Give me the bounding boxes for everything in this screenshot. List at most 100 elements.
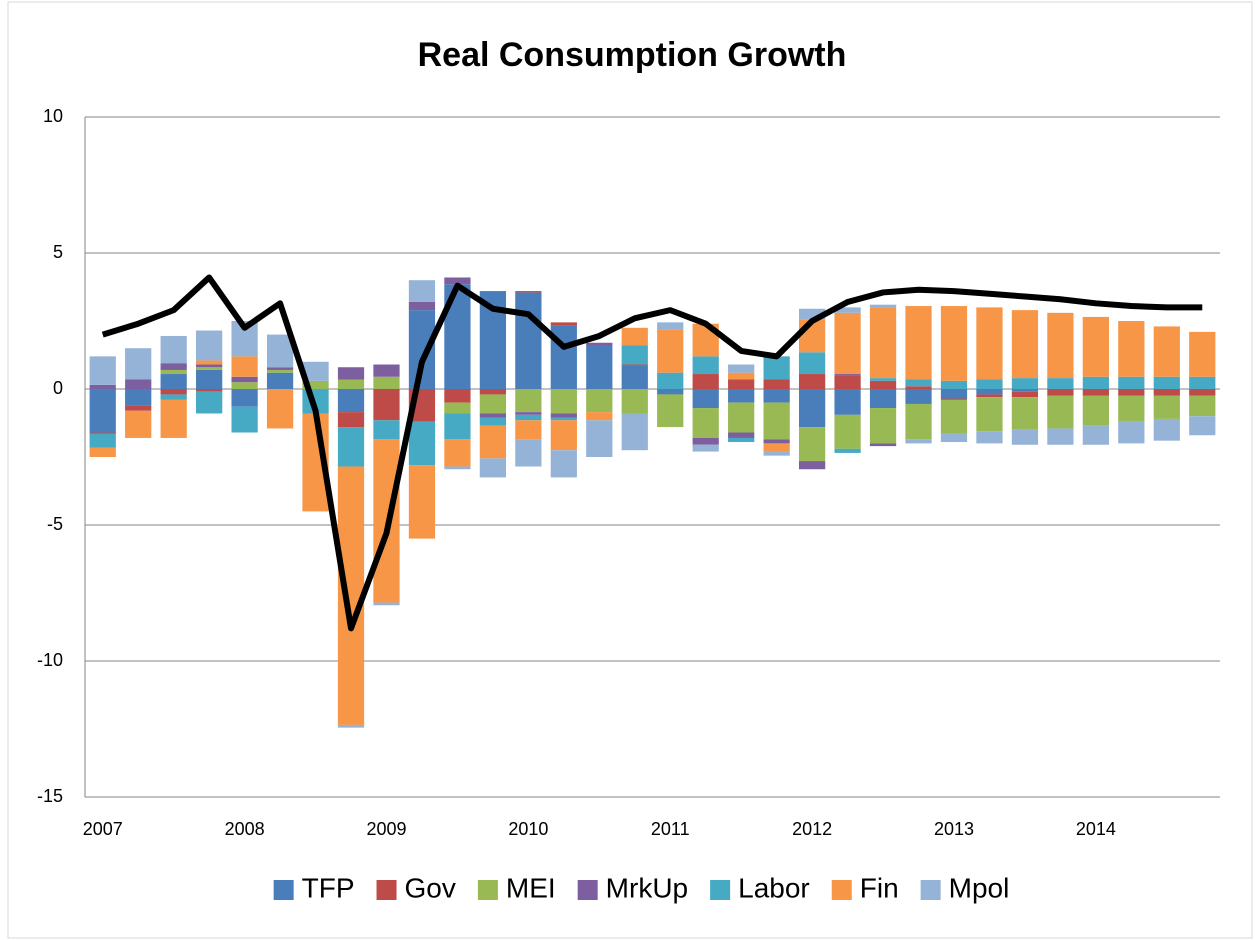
- bar-segment: [976, 307, 1003, 380]
- bar-segment: [763, 356, 790, 380]
- bar-segment: [231, 406, 258, 433]
- y-tick-label: -5: [47, 514, 63, 534]
- bar-segment: [869, 378, 897, 381]
- bar-segment: [1189, 376, 1216, 389]
- bar-segment: [1082, 389, 1109, 396]
- bar-segment: [586, 420, 613, 457]
- bar-segment: [1011, 429, 1039, 445]
- chart-frame: [7, 1, 1253, 939]
- bar-segment: [479, 458, 507, 478]
- x-tick-label: 2007: [83, 819, 123, 839]
- bar-segment: [125, 405, 152, 411]
- y-tick-label: 0: [53, 378, 63, 398]
- bar-segment: [196, 367, 223, 370]
- bar-segment: [373, 364, 400, 377]
- bar-segment: [798, 389, 826, 428]
- bar-segment: [89, 384, 116, 389]
- bar-segment: [1118, 376, 1145, 389]
- bar-segment: [621, 364, 648, 366]
- bar-segment: [479, 394, 507, 414]
- bar-segment: [550, 420, 577, 451]
- bar-segment: [125, 379, 152, 389]
- bar-segment: [621, 327, 648, 346]
- bar-segment: [763, 379, 790, 389]
- bar-segment: [444, 413, 471, 440]
- bar-segment: [89, 356, 116, 385]
- bar-segment: [1118, 395, 1145, 422]
- bar-segment: [89, 432, 116, 434]
- bar-segment: [763, 451, 790, 456]
- bar-segment: [763, 389, 790, 403]
- bar-segment: [728, 364, 755, 373]
- bar-segment: [621, 413, 648, 451]
- bar-segment: [869, 304, 897, 308]
- bar-segment: [125, 348, 152, 380]
- bar-segment: [196, 364, 223, 368]
- bar-segment: [160, 369, 187, 375]
- y-tick-label: 5: [53, 242, 63, 262]
- bar-segment: [834, 414, 861, 449]
- bar-segment: [834, 448, 861, 453]
- bar-segment: [373, 420, 400, 440]
- bar-segment: [905, 306, 932, 380]
- bar-segment: [1118, 389, 1145, 396]
- legend-label: MEI: [506, 872, 556, 903]
- x-tick-label: 2010: [508, 819, 548, 839]
- bar-segment: [692, 374, 719, 389]
- bar-segment: [869, 408, 897, 444]
- bar-segment: [692, 408, 719, 438]
- bar-segment: [337, 367, 365, 380]
- y-tick-label: -15: [37, 786, 63, 806]
- bar-segment: [621, 389, 648, 414]
- bar-segment: [231, 389, 258, 407]
- bar-segment: [479, 389, 507, 395]
- bar-segment: [905, 389, 932, 404]
- bar-segment: [231, 382, 258, 389]
- legend-swatch: [376, 880, 397, 900]
- bar-segment: [266, 369, 294, 373]
- bar-segment: [621, 345, 648, 365]
- bar-segment: [692, 437, 719, 445]
- bar-segment: [266, 389, 294, 429]
- bar-segment: [550, 322, 577, 326]
- bar-segment: [408, 421, 436, 466]
- bar-segment: [89, 433, 116, 448]
- bar-segment: [1189, 389, 1216, 396]
- bar-segment: [1011, 378, 1039, 389]
- bar-segment: [1118, 321, 1145, 377]
- bar-segment: [550, 413, 577, 418]
- bar-segment: [160, 335, 187, 364]
- legend-swatch: [710, 880, 731, 900]
- bar-segment: [657, 394, 684, 428]
- bar-segment: [1118, 421, 1145, 444]
- bar-segment: [657, 329, 684, 373]
- bar-segment: [1047, 395, 1074, 429]
- bar-segment: [940, 389, 968, 399]
- bar-segment: [266, 334, 294, 368]
- bar-segment: [444, 389, 471, 403]
- bar-segment: [160, 363, 187, 370]
- bar-segment: [196, 330, 223, 361]
- legend-label: MrkUp: [606, 872, 688, 903]
- legend-swatch: [477, 880, 498, 900]
- bar-segment: [798, 374, 826, 389]
- legend-swatch: [831, 880, 852, 900]
- bar-segment: [692, 389, 719, 409]
- bar-segment: [728, 379, 755, 389]
- bar-segment: [905, 379, 932, 387]
- bar-segment: [976, 397, 1003, 432]
- bar-segment: [834, 312, 861, 375]
- y-tick-label: -10: [37, 650, 63, 670]
- bar-segment: [515, 420, 542, 440]
- bar-segment: [160, 374, 187, 389]
- bar-segment: [586, 412, 613, 421]
- bar-segment: [1082, 316, 1109, 377]
- bar-segment: [976, 394, 1003, 398]
- legend-label: Fin: [860, 872, 899, 903]
- bar-segment: [1011, 397, 1039, 430]
- bar-segment: [657, 372, 684, 389]
- line: [101, 274, 1203, 632]
- bar-segment: [976, 379, 1003, 389]
- bar-segment: [1153, 418, 1180, 441]
